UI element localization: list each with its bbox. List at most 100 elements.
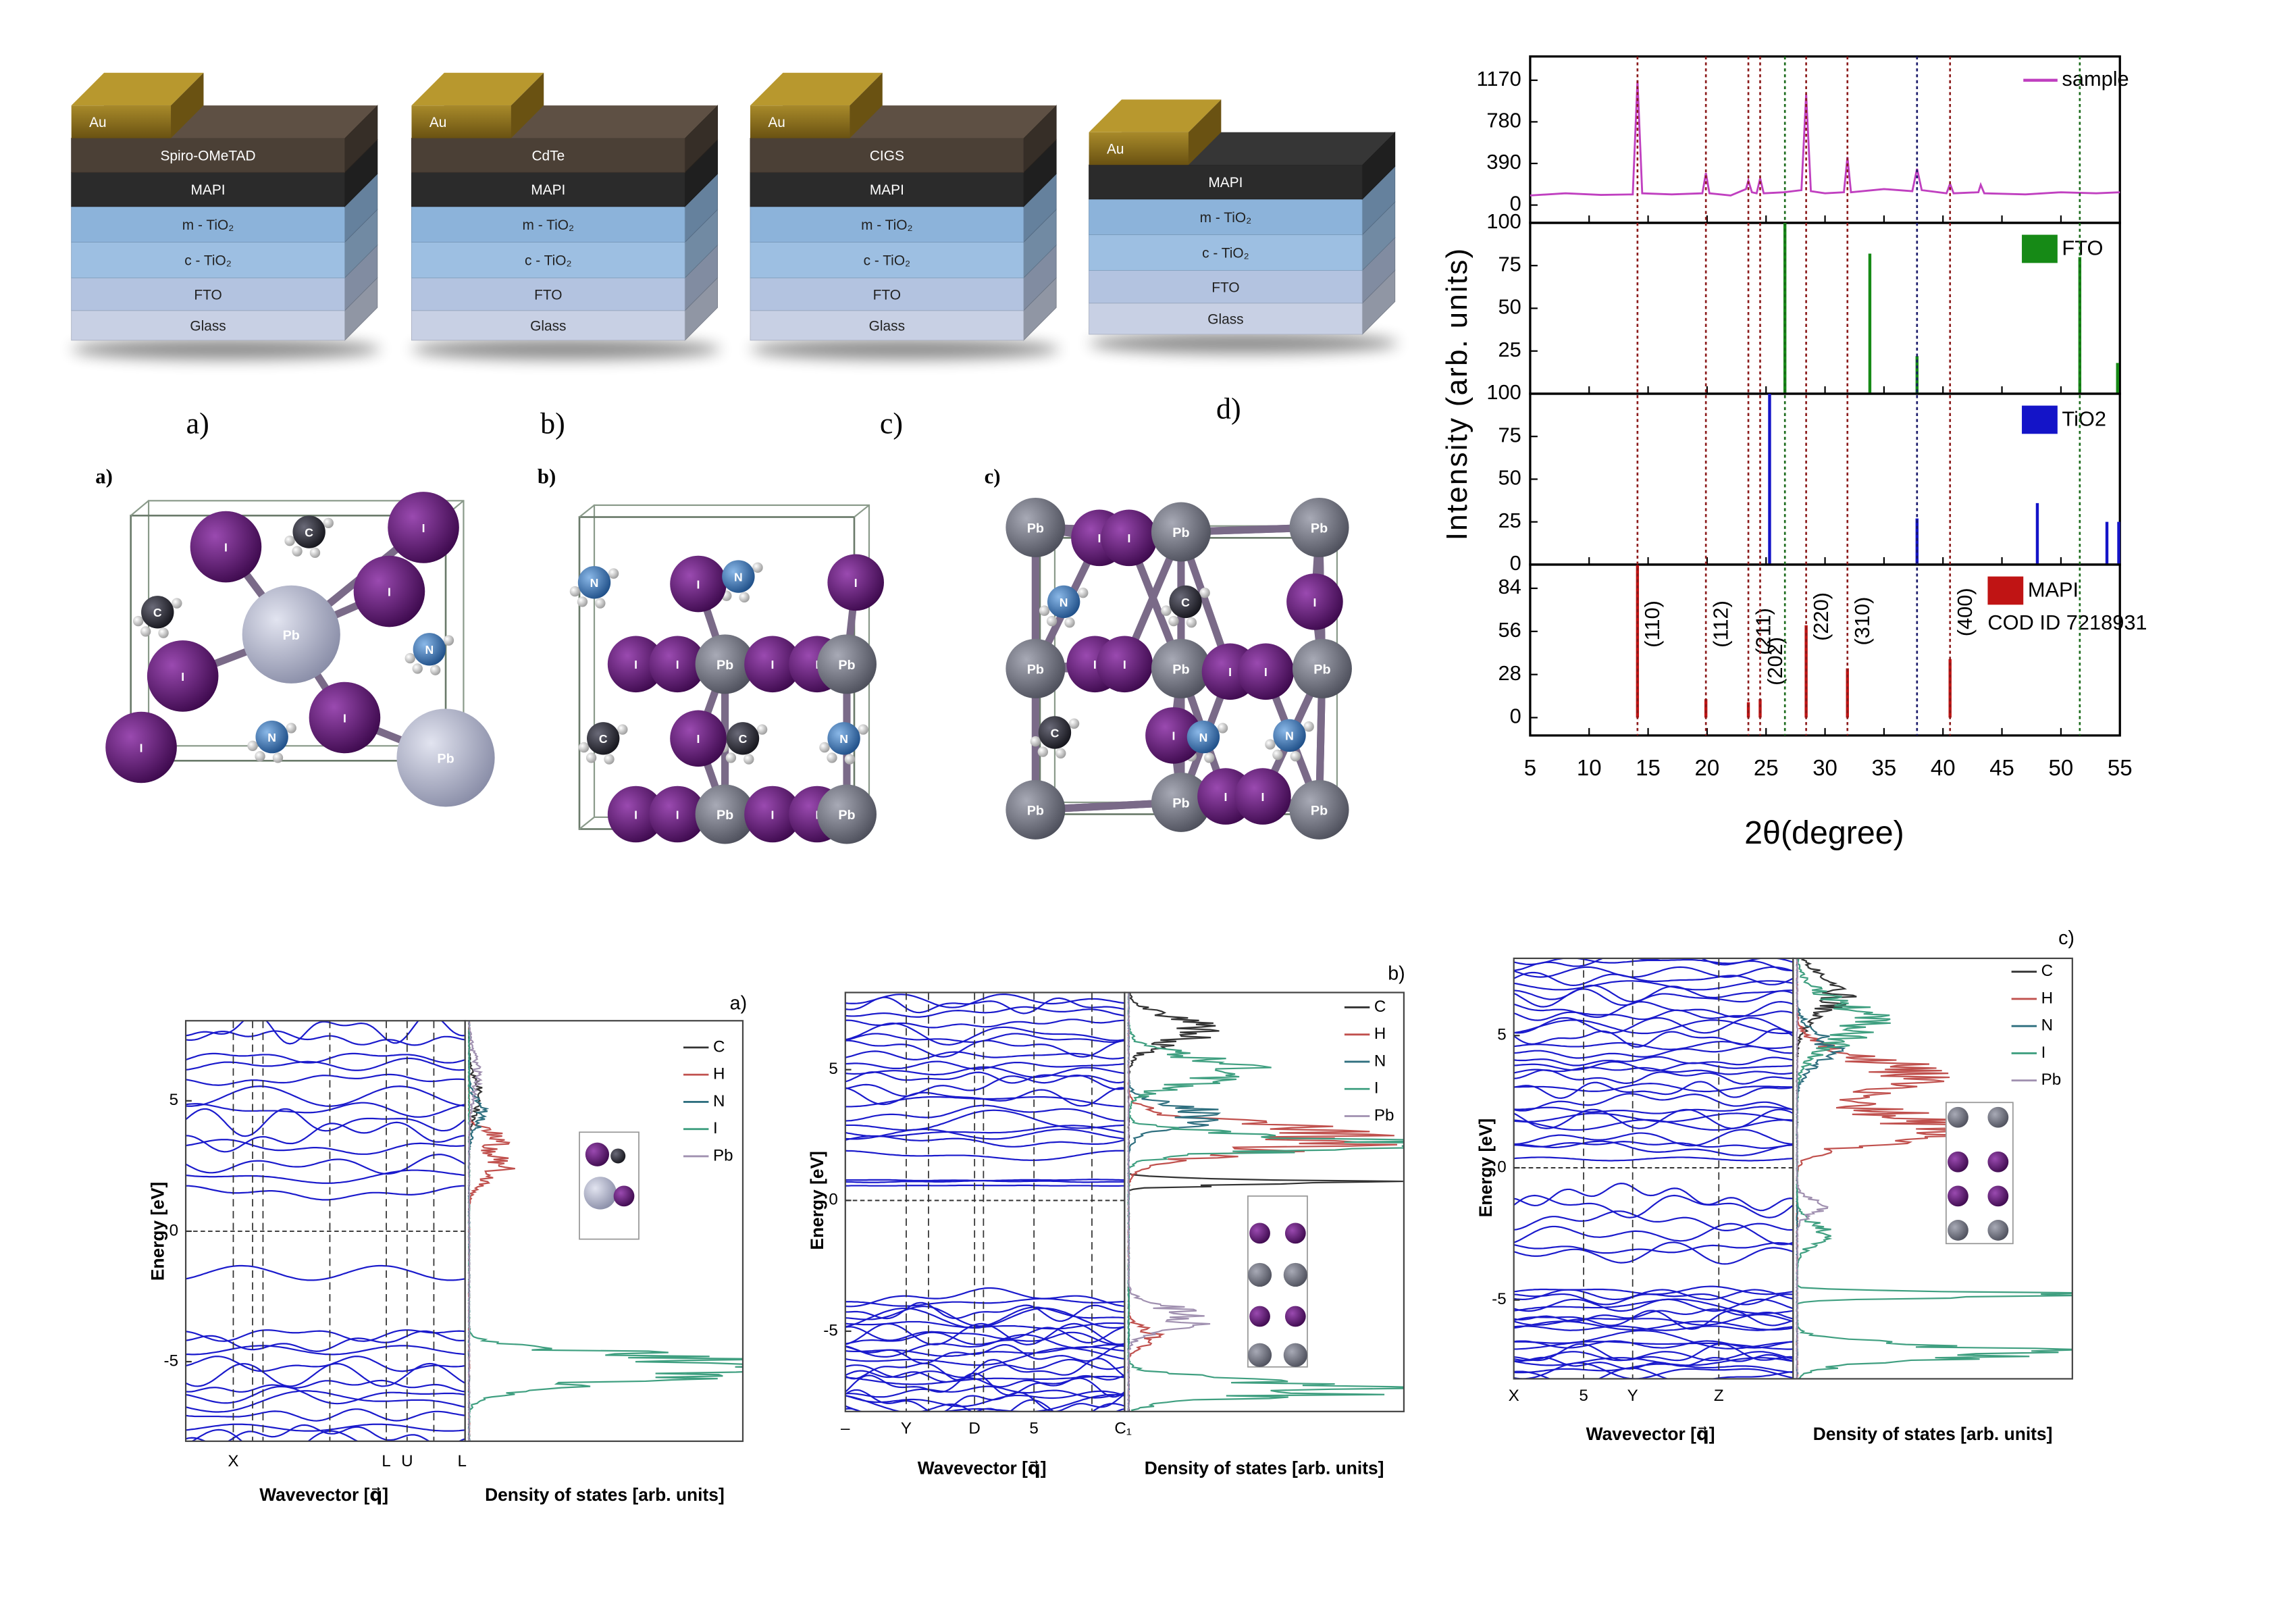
atom xyxy=(744,786,801,843)
y-tick-label: 0 xyxy=(169,1221,178,1239)
atom xyxy=(1286,573,1343,630)
y-tick-label: 75 xyxy=(1498,423,1521,446)
dos-axis-title: Density of states [arb. units] xyxy=(1145,1458,1384,1478)
hydrogen xyxy=(284,536,295,546)
legend-label: I xyxy=(1374,1079,1379,1098)
atom-label: N xyxy=(734,570,743,584)
band-line xyxy=(845,1109,1125,1131)
atom xyxy=(388,492,459,563)
y-tick-label: 780 xyxy=(1486,109,1521,132)
hydrogen xyxy=(323,517,334,529)
y-tick-label: 56 xyxy=(1498,618,1521,642)
hydrogen xyxy=(286,723,296,734)
layer xyxy=(71,172,345,207)
y-tick-label: 100 xyxy=(1486,209,1521,233)
layer xyxy=(1089,199,1363,236)
y-axis-title: Energy [eV] xyxy=(1476,1118,1496,1218)
band-line xyxy=(1513,1001,1794,1019)
band-line xyxy=(845,1287,1125,1308)
atom-label: C xyxy=(1181,596,1190,609)
band-line xyxy=(186,1390,465,1413)
cell-edge xyxy=(579,505,595,518)
band-line xyxy=(845,1184,1125,1187)
band-line xyxy=(1513,1081,1794,1099)
band-line xyxy=(845,1128,1125,1140)
layer-label: MAPI xyxy=(531,182,565,198)
band-line xyxy=(845,1343,1125,1364)
band-line xyxy=(186,1169,465,1184)
panel-label: b) xyxy=(538,465,556,488)
atom-label: C xyxy=(739,732,748,746)
layer xyxy=(71,206,345,243)
au-top xyxy=(411,72,544,106)
dos-curve xyxy=(1796,958,1857,1379)
atom xyxy=(587,722,620,755)
hydrogen xyxy=(1068,718,1080,729)
band-line xyxy=(186,1154,465,1175)
band-line xyxy=(186,1021,465,1045)
x-tick-label: 50 xyxy=(2049,755,2074,780)
band-line xyxy=(1513,1046,1794,1059)
atom-label: I xyxy=(634,808,637,821)
band-line xyxy=(1513,1108,1794,1129)
hydrogen xyxy=(429,665,441,675)
band-line xyxy=(186,1085,465,1107)
stack-shadow xyxy=(71,338,381,360)
dos-curves xyxy=(1796,958,2072,1379)
band-line xyxy=(186,1108,465,1137)
hydrogen xyxy=(743,754,754,765)
k-point-label: U xyxy=(401,1452,413,1470)
y-tick-label: -5 xyxy=(823,1321,838,1339)
layer xyxy=(71,310,345,341)
band-line xyxy=(186,1385,465,1405)
k-point-label: 5 xyxy=(1579,1387,1588,1405)
layer xyxy=(1089,269,1363,304)
dos-frame xyxy=(1792,957,2073,1380)
layer-label: FTO xyxy=(534,287,562,303)
y-tick-label: 0 xyxy=(1510,551,1521,575)
atom-label: Pb xyxy=(716,658,733,673)
hydrogen xyxy=(752,562,763,573)
x-axis-title: Wavevector [q⃗] xyxy=(1586,1424,1715,1444)
layer xyxy=(71,138,345,173)
band-line xyxy=(845,1331,1125,1345)
band-line xyxy=(845,1333,1125,1358)
peak-label: (220) xyxy=(1809,592,1833,641)
inset-atom xyxy=(1948,1220,1968,1241)
hydrogen xyxy=(443,635,454,646)
atom xyxy=(242,585,340,684)
hydrogen xyxy=(1078,588,1089,598)
band-line xyxy=(845,1060,1125,1070)
band-line xyxy=(845,1372,1125,1398)
xrd-pattern xyxy=(1530,80,2120,197)
band-line xyxy=(1513,1194,1794,1218)
au-side xyxy=(1188,99,1222,165)
atom-label: Pb xyxy=(1027,803,1044,818)
hydrogen xyxy=(255,751,265,762)
band-line xyxy=(1513,1183,1794,1212)
au-side xyxy=(511,72,544,138)
atom xyxy=(577,566,611,599)
inset-atom xyxy=(585,1142,610,1166)
atom xyxy=(1145,707,1202,764)
au-contact xyxy=(71,105,172,138)
band-line xyxy=(845,1322,1125,1345)
legend-label: H xyxy=(2041,989,2053,1007)
peak-label: (310) xyxy=(1850,597,1874,646)
band-line xyxy=(1513,1314,1794,1326)
band-line xyxy=(845,1389,1125,1412)
x-tick-label: 5 xyxy=(1524,755,1536,780)
band-line xyxy=(1514,947,1794,956)
atom-label: Pb xyxy=(1172,662,1189,677)
hydrogen xyxy=(819,742,830,753)
band-line xyxy=(845,994,1125,1008)
atom xyxy=(722,560,755,593)
band-line xyxy=(845,1050,1125,1061)
band-line xyxy=(1513,1289,1794,1301)
atom xyxy=(744,636,801,693)
atom-label: I xyxy=(224,540,228,554)
atom-label: N xyxy=(839,732,848,746)
legend-label: FTO xyxy=(2062,236,2103,260)
atom xyxy=(292,515,325,548)
atom-label: I xyxy=(1128,532,1131,545)
